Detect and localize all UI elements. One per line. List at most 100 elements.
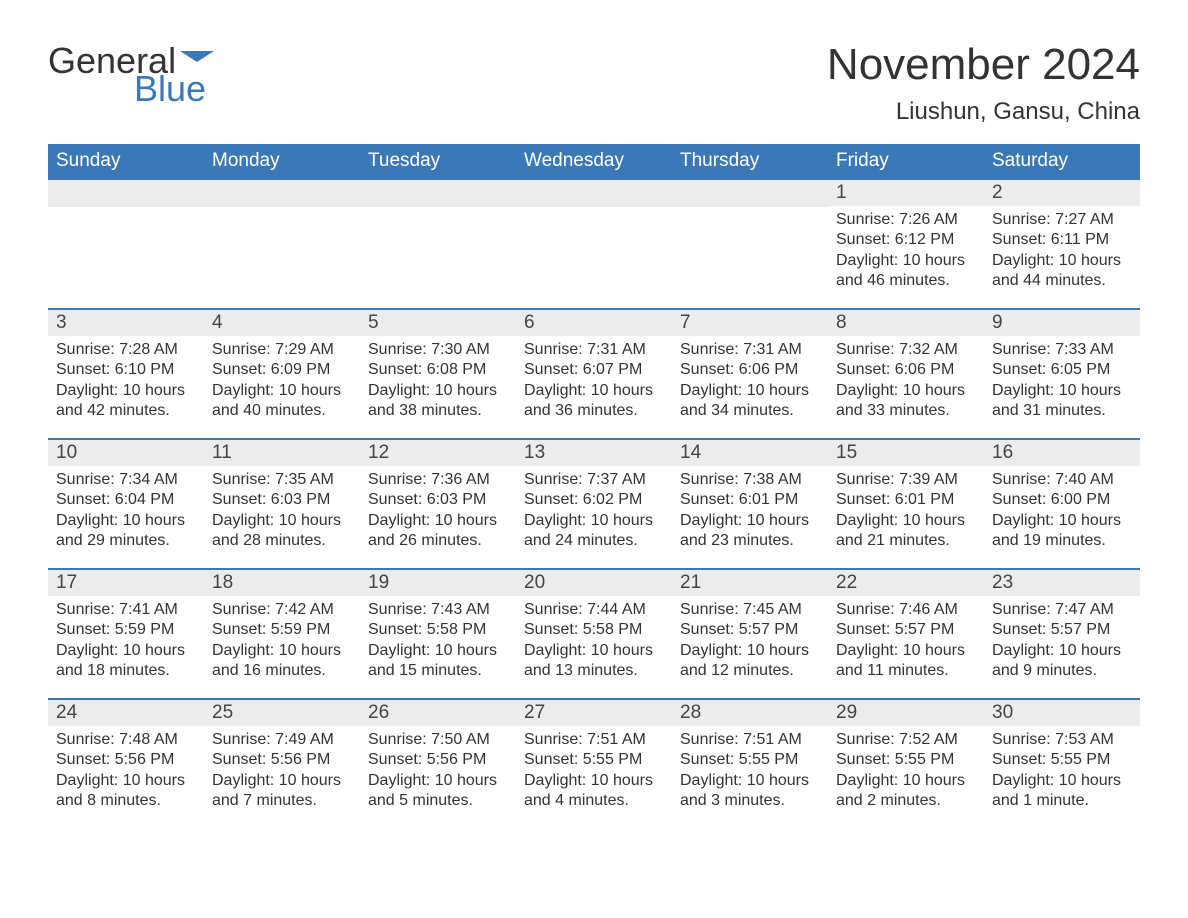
day-details: Sunrise: 7:37 AMSunset: 6:02 PMDaylight:… bbox=[516, 466, 672, 562]
day-number: 29 bbox=[828, 700, 984, 726]
sunrise-line: Sunrise: 7:31 AM bbox=[680, 340, 820, 360]
sunrise-line: Sunrise: 7:43 AM bbox=[368, 600, 508, 620]
day-details: Sunrise: 7:52 AMSunset: 5:55 PMDaylight:… bbox=[828, 726, 984, 822]
day-number: 11 bbox=[204, 440, 360, 466]
day-details: Sunrise: 7:42 AMSunset: 5:59 PMDaylight:… bbox=[204, 596, 360, 692]
day-number: 17 bbox=[48, 570, 204, 596]
sunrise-line: Sunrise: 7:51 AM bbox=[524, 730, 664, 750]
sunrise-line: Sunrise: 7:32 AM bbox=[836, 340, 976, 360]
calendar-week-row: 17Sunrise: 7:41 AMSunset: 5:59 PMDayligh… bbox=[48, 569, 1140, 699]
calendar-day-cell: 22Sunrise: 7:46 AMSunset: 5:57 PMDayligh… bbox=[828, 569, 984, 699]
sunset-line: Sunset: 5:58 PM bbox=[524, 620, 664, 640]
brand-logo: General Blue bbox=[48, 40, 214, 110]
day-number: 1 bbox=[828, 180, 984, 206]
day-number: 30 bbox=[984, 700, 1140, 726]
empty-day-band bbox=[516, 180, 672, 207]
sunrise-line: Sunrise: 7:44 AM bbox=[524, 600, 664, 620]
day-number: 2 bbox=[984, 180, 1140, 206]
day-details: Sunrise: 7:39 AMSunset: 6:01 PMDaylight:… bbox=[828, 466, 984, 562]
day-number: 27 bbox=[516, 700, 672, 726]
day-details: Sunrise: 7:43 AMSunset: 5:58 PMDaylight:… bbox=[360, 596, 516, 692]
sunset-line: Sunset: 5:57 PM bbox=[680, 620, 820, 640]
day-number: 19 bbox=[360, 570, 516, 596]
day-details: Sunrise: 7:48 AMSunset: 5:56 PMDaylight:… bbox=[48, 726, 204, 822]
calendar-day-cell: 12Sunrise: 7:36 AMSunset: 6:03 PMDayligh… bbox=[360, 439, 516, 569]
sunset-line: Sunset: 6:07 PM bbox=[524, 360, 664, 380]
day-number: 13 bbox=[516, 440, 672, 466]
calendar-week-row: 10Sunrise: 7:34 AMSunset: 6:04 PMDayligh… bbox=[48, 439, 1140, 569]
calendar-day-cell: 18Sunrise: 7:42 AMSunset: 5:59 PMDayligh… bbox=[204, 569, 360, 699]
day-number: 14 bbox=[672, 440, 828, 466]
sunrise-line: Sunrise: 7:33 AM bbox=[992, 340, 1132, 360]
day-number: 26 bbox=[360, 700, 516, 726]
empty-day-band bbox=[204, 180, 360, 207]
day-details: Sunrise: 7:36 AMSunset: 6:03 PMDaylight:… bbox=[360, 466, 516, 562]
day-details: Sunrise: 7:28 AMSunset: 6:10 PMDaylight:… bbox=[48, 336, 204, 432]
daylight-line: Daylight: 10 hours and 44 minutes. bbox=[992, 251, 1132, 292]
day-details: Sunrise: 7:33 AMSunset: 6:05 PMDaylight:… bbox=[984, 336, 1140, 432]
daylight-line: Daylight: 10 hours and 19 minutes. bbox=[992, 511, 1132, 552]
day-details: Sunrise: 7:44 AMSunset: 5:58 PMDaylight:… bbox=[516, 596, 672, 692]
sunset-line: Sunset: 6:03 PM bbox=[368, 490, 508, 510]
sunset-line: Sunset: 5:56 PM bbox=[368, 750, 508, 770]
sunrise-line: Sunrise: 7:40 AM bbox=[992, 470, 1132, 490]
day-number: 15 bbox=[828, 440, 984, 466]
day-details: Sunrise: 7:51 AMSunset: 5:55 PMDaylight:… bbox=[672, 726, 828, 822]
day-details: Sunrise: 7:41 AMSunset: 5:59 PMDaylight:… bbox=[48, 596, 204, 692]
sunset-line: Sunset: 6:04 PM bbox=[56, 490, 196, 510]
daylight-line: Daylight: 10 hours and 33 minutes. bbox=[836, 381, 976, 422]
day-number: 28 bbox=[672, 700, 828, 726]
daylight-line: Daylight: 10 hours and 38 minutes. bbox=[368, 381, 508, 422]
sunrise-line: Sunrise: 7:37 AM bbox=[524, 470, 664, 490]
sunset-line: Sunset: 5:55 PM bbox=[836, 750, 976, 770]
calendar-day-cell: 1Sunrise: 7:26 AMSunset: 6:12 PMDaylight… bbox=[828, 179, 984, 309]
sunset-line: Sunset: 6:00 PM bbox=[992, 490, 1132, 510]
day-number: 20 bbox=[516, 570, 672, 596]
sunset-line: Sunset: 5:58 PM bbox=[368, 620, 508, 640]
daylight-line: Daylight: 10 hours and 28 minutes. bbox=[212, 511, 352, 552]
sunset-line: Sunset: 6:02 PM bbox=[524, 490, 664, 510]
calendar-empty-cell bbox=[204, 179, 360, 309]
sunrise-line: Sunrise: 7:52 AM bbox=[836, 730, 976, 750]
day-number: 21 bbox=[672, 570, 828, 596]
day-details: Sunrise: 7:50 AMSunset: 5:56 PMDaylight:… bbox=[360, 726, 516, 822]
day-details: Sunrise: 7:49 AMSunset: 5:56 PMDaylight:… bbox=[204, 726, 360, 822]
sunrise-line: Sunrise: 7:42 AM bbox=[212, 600, 352, 620]
location-subtitle: Liushun, Gansu, China bbox=[827, 98, 1140, 126]
weekday-header: Friday bbox=[828, 144, 984, 179]
empty-day-band bbox=[360, 180, 516, 207]
day-details: Sunrise: 7:38 AMSunset: 6:01 PMDaylight:… bbox=[672, 466, 828, 562]
sunset-line: Sunset: 6:06 PM bbox=[836, 360, 976, 380]
calendar-empty-cell bbox=[516, 179, 672, 309]
calendar-day-cell: 4Sunrise: 7:29 AMSunset: 6:09 PMDaylight… bbox=[204, 309, 360, 439]
sunset-line: Sunset: 5:57 PM bbox=[992, 620, 1132, 640]
calendar-day-cell: 15Sunrise: 7:39 AMSunset: 6:01 PMDayligh… bbox=[828, 439, 984, 569]
sunset-line: Sunset: 6:09 PM bbox=[212, 360, 352, 380]
sunset-line: Sunset: 6:03 PM bbox=[212, 490, 352, 510]
calendar-week-row: 3Sunrise: 7:28 AMSunset: 6:10 PMDaylight… bbox=[48, 309, 1140, 439]
sunrise-line: Sunrise: 7:47 AM bbox=[992, 600, 1132, 620]
sunrise-line: Sunrise: 7:48 AM bbox=[56, 730, 196, 750]
sunset-line: Sunset: 5:57 PM bbox=[836, 620, 976, 640]
day-number: 24 bbox=[48, 700, 204, 726]
weekday-header: Wednesday bbox=[516, 144, 672, 179]
day-number: 6 bbox=[516, 310, 672, 336]
weekday-header: Saturday bbox=[984, 144, 1140, 179]
daylight-line: Daylight: 10 hours and 26 minutes. bbox=[368, 511, 508, 552]
day-details: Sunrise: 7:31 AMSunset: 6:06 PMDaylight:… bbox=[672, 336, 828, 432]
calendar-table: SundayMondayTuesdayWednesdayThursdayFrid… bbox=[48, 144, 1140, 829]
calendar-day-cell: 21Sunrise: 7:45 AMSunset: 5:57 PMDayligh… bbox=[672, 569, 828, 699]
day-number: 12 bbox=[360, 440, 516, 466]
calendar-day-cell: 29Sunrise: 7:52 AMSunset: 5:55 PMDayligh… bbox=[828, 699, 984, 829]
month-title: November 2024 bbox=[827, 40, 1140, 90]
sunrise-line: Sunrise: 7:29 AM bbox=[212, 340, 352, 360]
day-details: Sunrise: 7:47 AMSunset: 5:57 PMDaylight:… bbox=[984, 596, 1140, 692]
daylight-line: Daylight: 10 hours and 21 minutes. bbox=[836, 511, 976, 552]
calendar-day-cell: 5Sunrise: 7:30 AMSunset: 6:08 PMDaylight… bbox=[360, 309, 516, 439]
sunset-line: Sunset: 6:05 PM bbox=[992, 360, 1132, 380]
sunrise-line: Sunrise: 7:34 AM bbox=[56, 470, 196, 490]
sunrise-line: Sunrise: 7:49 AM bbox=[212, 730, 352, 750]
sunset-line: Sunset: 5:56 PM bbox=[212, 750, 352, 770]
sunrise-line: Sunrise: 7:50 AM bbox=[368, 730, 508, 750]
title-block: November 2024 Liushun, Gansu, China bbox=[827, 40, 1140, 126]
